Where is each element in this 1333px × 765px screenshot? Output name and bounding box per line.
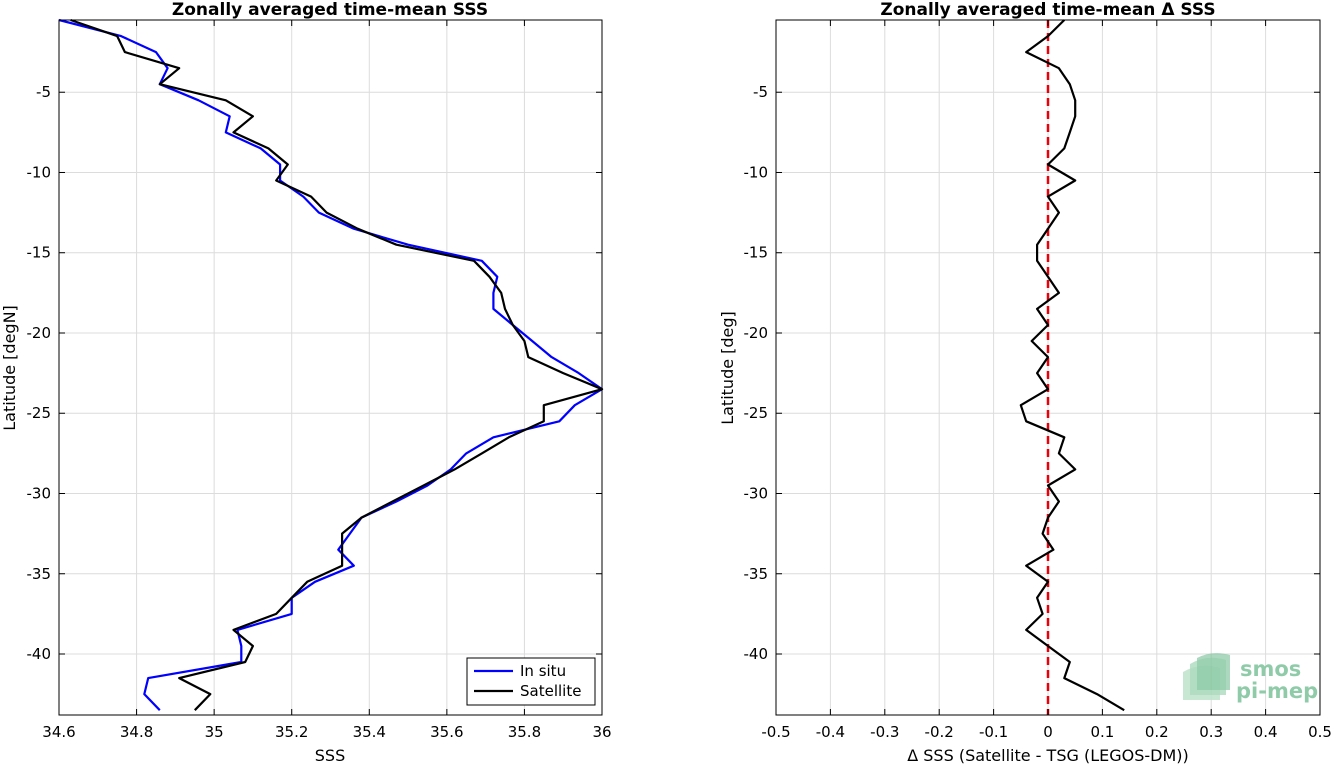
right-x-tick-label: 0.5 [1308,723,1332,741]
left-x-tick-label: 35 [205,723,224,741]
left-ticks: 34.6 34.8 35 35.2 35.4 35.6 35.8 36 -5 -10 -15 -20 -… [27,20,612,741]
left-x-axis-label: SSS [315,746,345,765]
left-grid [58,20,603,715]
right-y-axis-label: Latitude [deg] [718,311,737,425]
logo-text-smos: smos [1240,657,1301,681]
right-x-tick-label: 0.3 [1199,723,1223,741]
right-x-tick-label: -0.5 [761,723,790,741]
logo-text-pi-mep: pi-mep [1236,679,1318,703]
left-y-tick-label: -25 [27,404,52,422]
left-x-tick-label: 35.6 [430,723,463,741]
right-x-tick-label: -0.4 [816,723,845,741]
right-x-tick-label: -0.2 [925,723,954,741]
right-y-tick-label: -20 [744,324,769,342]
legend: In situ Satellite [466,657,596,706]
right-y-tick-label: -30 [744,484,769,502]
left-axes-box [58,19,603,716]
right-x-tick-label: 0.4 [1254,723,1278,741]
left-y-tick-label: -30 [27,484,52,502]
left-y-tick-label: -10 [27,163,52,181]
left-x-tick-label: 35.4 [353,723,386,741]
right-y-tick-label: -35 [744,565,769,583]
left-chart-title: Zonally averaged time-mean SSS [172,0,488,20]
right-y-tick-label: -40 [744,645,769,663]
right-ticks: -0.5 -0.4 -0.3 -0.2 -0.1 0 0.1 0.2 0.3 0.4 0.5 -5 -1… [744,20,1332,741]
right-y-tick-label: -10 [744,163,769,181]
right-x-tick-label: 0.1 [1090,723,1114,741]
smos-pi-mep-logo: smos pi-mep [1183,653,1318,703]
legend-label-satellite: Satellite [520,682,581,700]
right-chart-title: Zonally averaged time-mean Δ SSS [880,0,1215,20]
right-series-lines [1019,19,1125,712]
left-y-tick-label: -15 [27,244,52,262]
left-x-tick-label: 34.8 [120,723,153,741]
left-x-tick-label: 36 [592,723,611,741]
left-series-lines [58,18,604,711]
right-x-tick-label: -0.3 [870,723,899,741]
left-y-tick-label: -40 [27,645,52,663]
legend-box [466,657,596,706]
right-panel: Zonally averaged time-mean Δ SSS -0.5 -0.… [718,0,1332,765]
right-y-tick-label: -5 [753,83,768,101]
left-y-tick-label: -20 [27,324,52,342]
right-x-tick-label: 0.2 [1145,723,1169,741]
logo-waves-icon [1183,653,1230,700]
left-x-tick-label: 34.6 [42,723,75,741]
right-y-tick-label: -25 [744,404,769,422]
legend-label-in-situ: In situ [520,662,566,680]
left-y-tick-label: -35 [27,565,52,583]
left-panel: Zonally averaged time-mean SSS 34.6 34.8 3… [0,0,612,765]
right-x-tick-label: 0 [1043,723,1053,741]
right-x-tick-label: -0.1 [979,723,1008,741]
right-x-axis-label: Δ SSS (Satellite - TSG (LEGOS-DM)) [907,746,1189,765]
left-x-tick-label: 35.8 [508,723,541,741]
left-y-axis-label: Latitude [degN] [0,305,19,431]
right-y-tick-label: -15 [744,244,769,262]
left-series-line-satellite [70,18,604,711]
left-y-tick-label: -5 [36,83,51,101]
right-series-line-delta-sss [1019,19,1125,712]
left-x-tick-label: 35.2 [275,723,308,741]
left-series-line-in-situ [58,18,604,711]
